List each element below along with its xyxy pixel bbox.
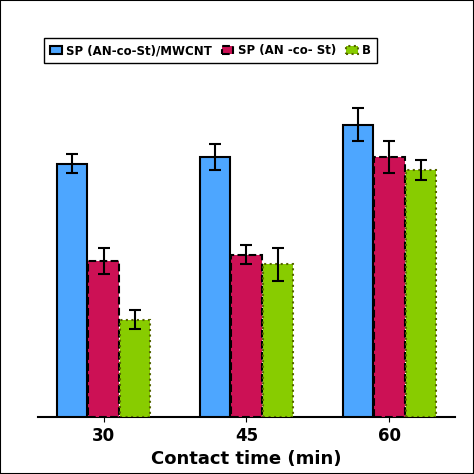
Bar: [263, 264, 293, 417]
Bar: [57, 164, 87, 417]
Legend: SP (AN-co-St)/MWCNT, SP (AN -co- St), B: SP (AN-co-St)/MWCNT, SP (AN -co- St), B: [44, 38, 377, 63]
Bar: [88, 261, 119, 417]
Bar: [343, 125, 373, 417]
Bar: [406, 170, 436, 417]
Bar: [374, 157, 405, 417]
Bar: [200, 157, 230, 417]
Bar: [120, 319, 150, 417]
X-axis label: Contact time (min): Contact time (min): [151, 450, 342, 468]
Bar: [231, 255, 262, 417]
